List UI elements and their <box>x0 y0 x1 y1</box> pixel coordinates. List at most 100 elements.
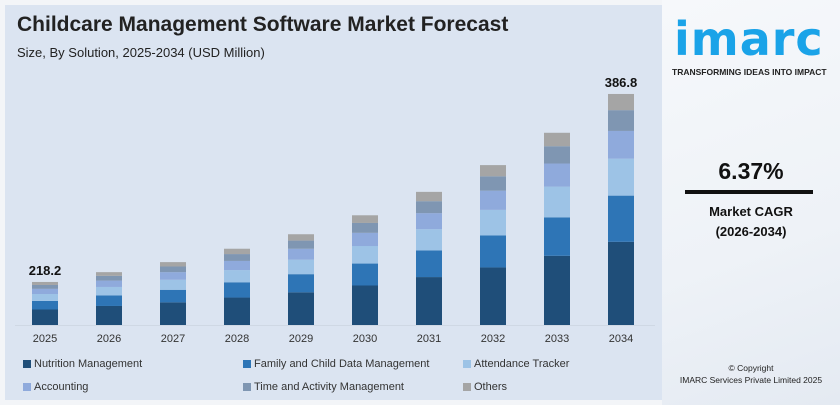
bar-segment-2030-4 <box>352 222 378 233</box>
legend-swatch <box>463 360 471 368</box>
legend-item: Nutrition Management <box>23 358 142 370</box>
cagr-value: 6.37% <box>718 158 784 184</box>
legend-swatch <box>243 360 251 368</box>
bar-segment-2026-0 <box>96 305 122 325</box>
copyright-label: © Copyright <box>728 363 774 373</box>
x-tick-label: 2026 <box>97 333 121 345</box>
legend-label: Accounting <box>34 381 89 393</box>
legend-label: Time and Activity Management <box>254 381 404 393</box>
x-tick-label: 2027 <box>161 333 185 345</box>
x-tick-label: 2030 <box>353 333 377 345</box>
bar-segment-2026-2 <box>96 286 122 296</box>
chart-title: Childcare Management Software Market For… <box>17 13 509 36</box>
copyright: © Copyright IMARC Services Private Limit… <box>662 362 840 386</box>
bar-segment-2030-0 <box>352 285 378 325</box>
legend-item: Accounting <box>23 381 88 393</box>
bar-segment-2030-3 <box>352 232 378 247</box>
side-panel: imarc TRANSFORMING IDEAS INTO IMPACT 6.3… <box>662 0 840 405</box>
bar-segment-2026-5 <box>96 272 122 276</box>
data-label: 218.2 <box>29 263 62 278</box>
bar-segment-2027-1 <box>160 289 186 303</box>
legend-label: Family and Child Data Management <box>254 358 430 370</box>
stacked-bar-chart: 2025 218.2 2026 2027 2028 2029 2030 2031 2032 203… <box>15 75 655 345</box>
bar-segment-2027-2 <box>160 279 186 290</box>
x-tick-label: 2029 <box>289 333 313 345</box>
bar-segment-2028-5 <box>224 248 250 255</box>
bar-segment-2033-3 <box>544 163 570 187</box>
bar-segment-2031-5 <box>416 191 442 202</box>
bar-segment-2033-2 <box>544 186 570 218</box>
bar-segment-2029-5 <box>288 234 314 241</box>
x-tick-label: 2025 <box>33 333 57 345</box>
bar-segment-2031-4 <box>416 201 442 214</box>
bar-segment-2028-4 <box>224 254 250 261</box>
bar-segment-2032-5 <box>480 165 506 177</box>
x-tick-label: 2028 <box>225 333 249 345</box>
bar-segment-2034-2 <box>608 158 634 196</box>
legend-label: Attendance Tracker <box>474 358 570 370</box>
bar-segment-2032-2 <box>480 209 506 236</box>
legend-label: Others <box>474 381 508 393</box>
bar-segment-2034-5 <box>608 93 634 111</box>
bar-segment-2027-0 <box>160 302 186 325</box>
imarc-logo: imarc <box>674 12 824 66</box>
bar-segment-2032-3 <box>480 190 506 210</box>
x-tick-label: 2033 <box>545 333 569 345</box>
bar-segment-2025-1 <box>32 300 58 310</box>
divider <box>685 190 813 194</box>
bar-segment-2025-4 <box>32 284 58 289</box>
bar-segment-2031-2 <box>416 229 442 251</box>
bar-segment-2034-3 <box>608 130 634 159</box>
bar-segment-2026-3 <box>96 280 122 287</box>
legend-swatch <box>243 383 251 391</box>
legend-swatch <box>23 360 31 368</box>
legend-item: Others <box>463 381 507 393</box>
cagr-period: (2026-2034) <box>715 224 787 239</box>
bar-segment-2030-1 <box>352 263 378 286</box>
x-tick-label: 2032 <box>481 333 505 345</box>
bar-segment-2029-0 <box>288 292 314 325</box>
legend-label: Nutrition Management <box>34 358 143 370</box>
bar-segment-2033-5 <box>544 132 570 147</box>
bar-segment-2025-2 <box>32 294 58 301</box>
cagr-label: Market CAGR (2026-2034) <box>662 202 840 242</box>
bar-segment-2032-4 <box>480 176 506 191</box>
bar-segment-2033-0 <box>544 255 570 325</box>
legend-item: Attendance Tracker <box>463 358 569 370</box>
bar-segment-2032-0 <box>480 267 506 325</box>
bar-segment-2028-3 <box>224 260 250 271</box>
x-tick-label: 2034 <box>609 333 633 345</box>
bar-segment-2034-0 <box>608 241 634 325</box>
bar-segment-2026-4 <box>96 275 122 281</box>
bar-segment-2029-3 <box>288 248 314 260</box>
bar-segment-2029-2 <box>288 259 314 275</box>
legend-swatch <box>23 383 31 391</box>
bar-segment-2025-5 <box>32 281 58 285</box>
bar-segment-2033-1 <box>544 217 570 256</box>
bar-segment-2028-2 <box>224 270 250 283</box>
bar-segment-2028-1 <box>224 282 250 298</box>
legend-item: Family and Child Data Management <box>243 358 429 370</box>
bar-segment-2027-5 <box>160 262 186 267</box>
copyright-company: IMARC Services Private Limited 2025 <box>679 375 823 385</box>
bar-segment-2033-4 <box>544 146 570 164</box>
bar-segment-2031-0 <box>416 277 442 325</box>
bar-segment-2031-1 <box>416 250 442 278</box>
bar-segment-2028-0 <box>224 297 250 325</box>
chart-subtitle: Size, By Solution, 2025-2034 (USD Millio… <box>17 45 265 60</box>
bar-segment-2026-1 <box>96 295 122 306</box>
bar-segment-2027-4 <box>160 266 186 273</box>
bar-segment-2030-5 <box>352 215 378 223</box>
bar-segment-2025-3 <box>32 288 58 295</box>
legend-item: Time and Activity Management <box>243 381 404 393</box>
x-tick-label: 2031 <box>417 333 441 345</box>
bar-segment-2030-2 <box>352 246 378 264</box>
bar-segment-2031-3 <box>416 213 442 230</box>
legend-swatch <box>463 383 471 391</box>
bar-segment-2029-1 <box>288 274 314 293</box>
logo-tagline: TRANSFORMING IDEAS INTO IMPACT <box>672 67 827 77</box>
bar-segment-2029-4 <box>288 240 314 249</box>
bar-segment-2027-3 <box>160 272 186 280</box>
data-label: 386.8 <box>605 75 638 90</box>
chart-panel: Childcare Management Software Market For… <box>5 5 662 400</box>
